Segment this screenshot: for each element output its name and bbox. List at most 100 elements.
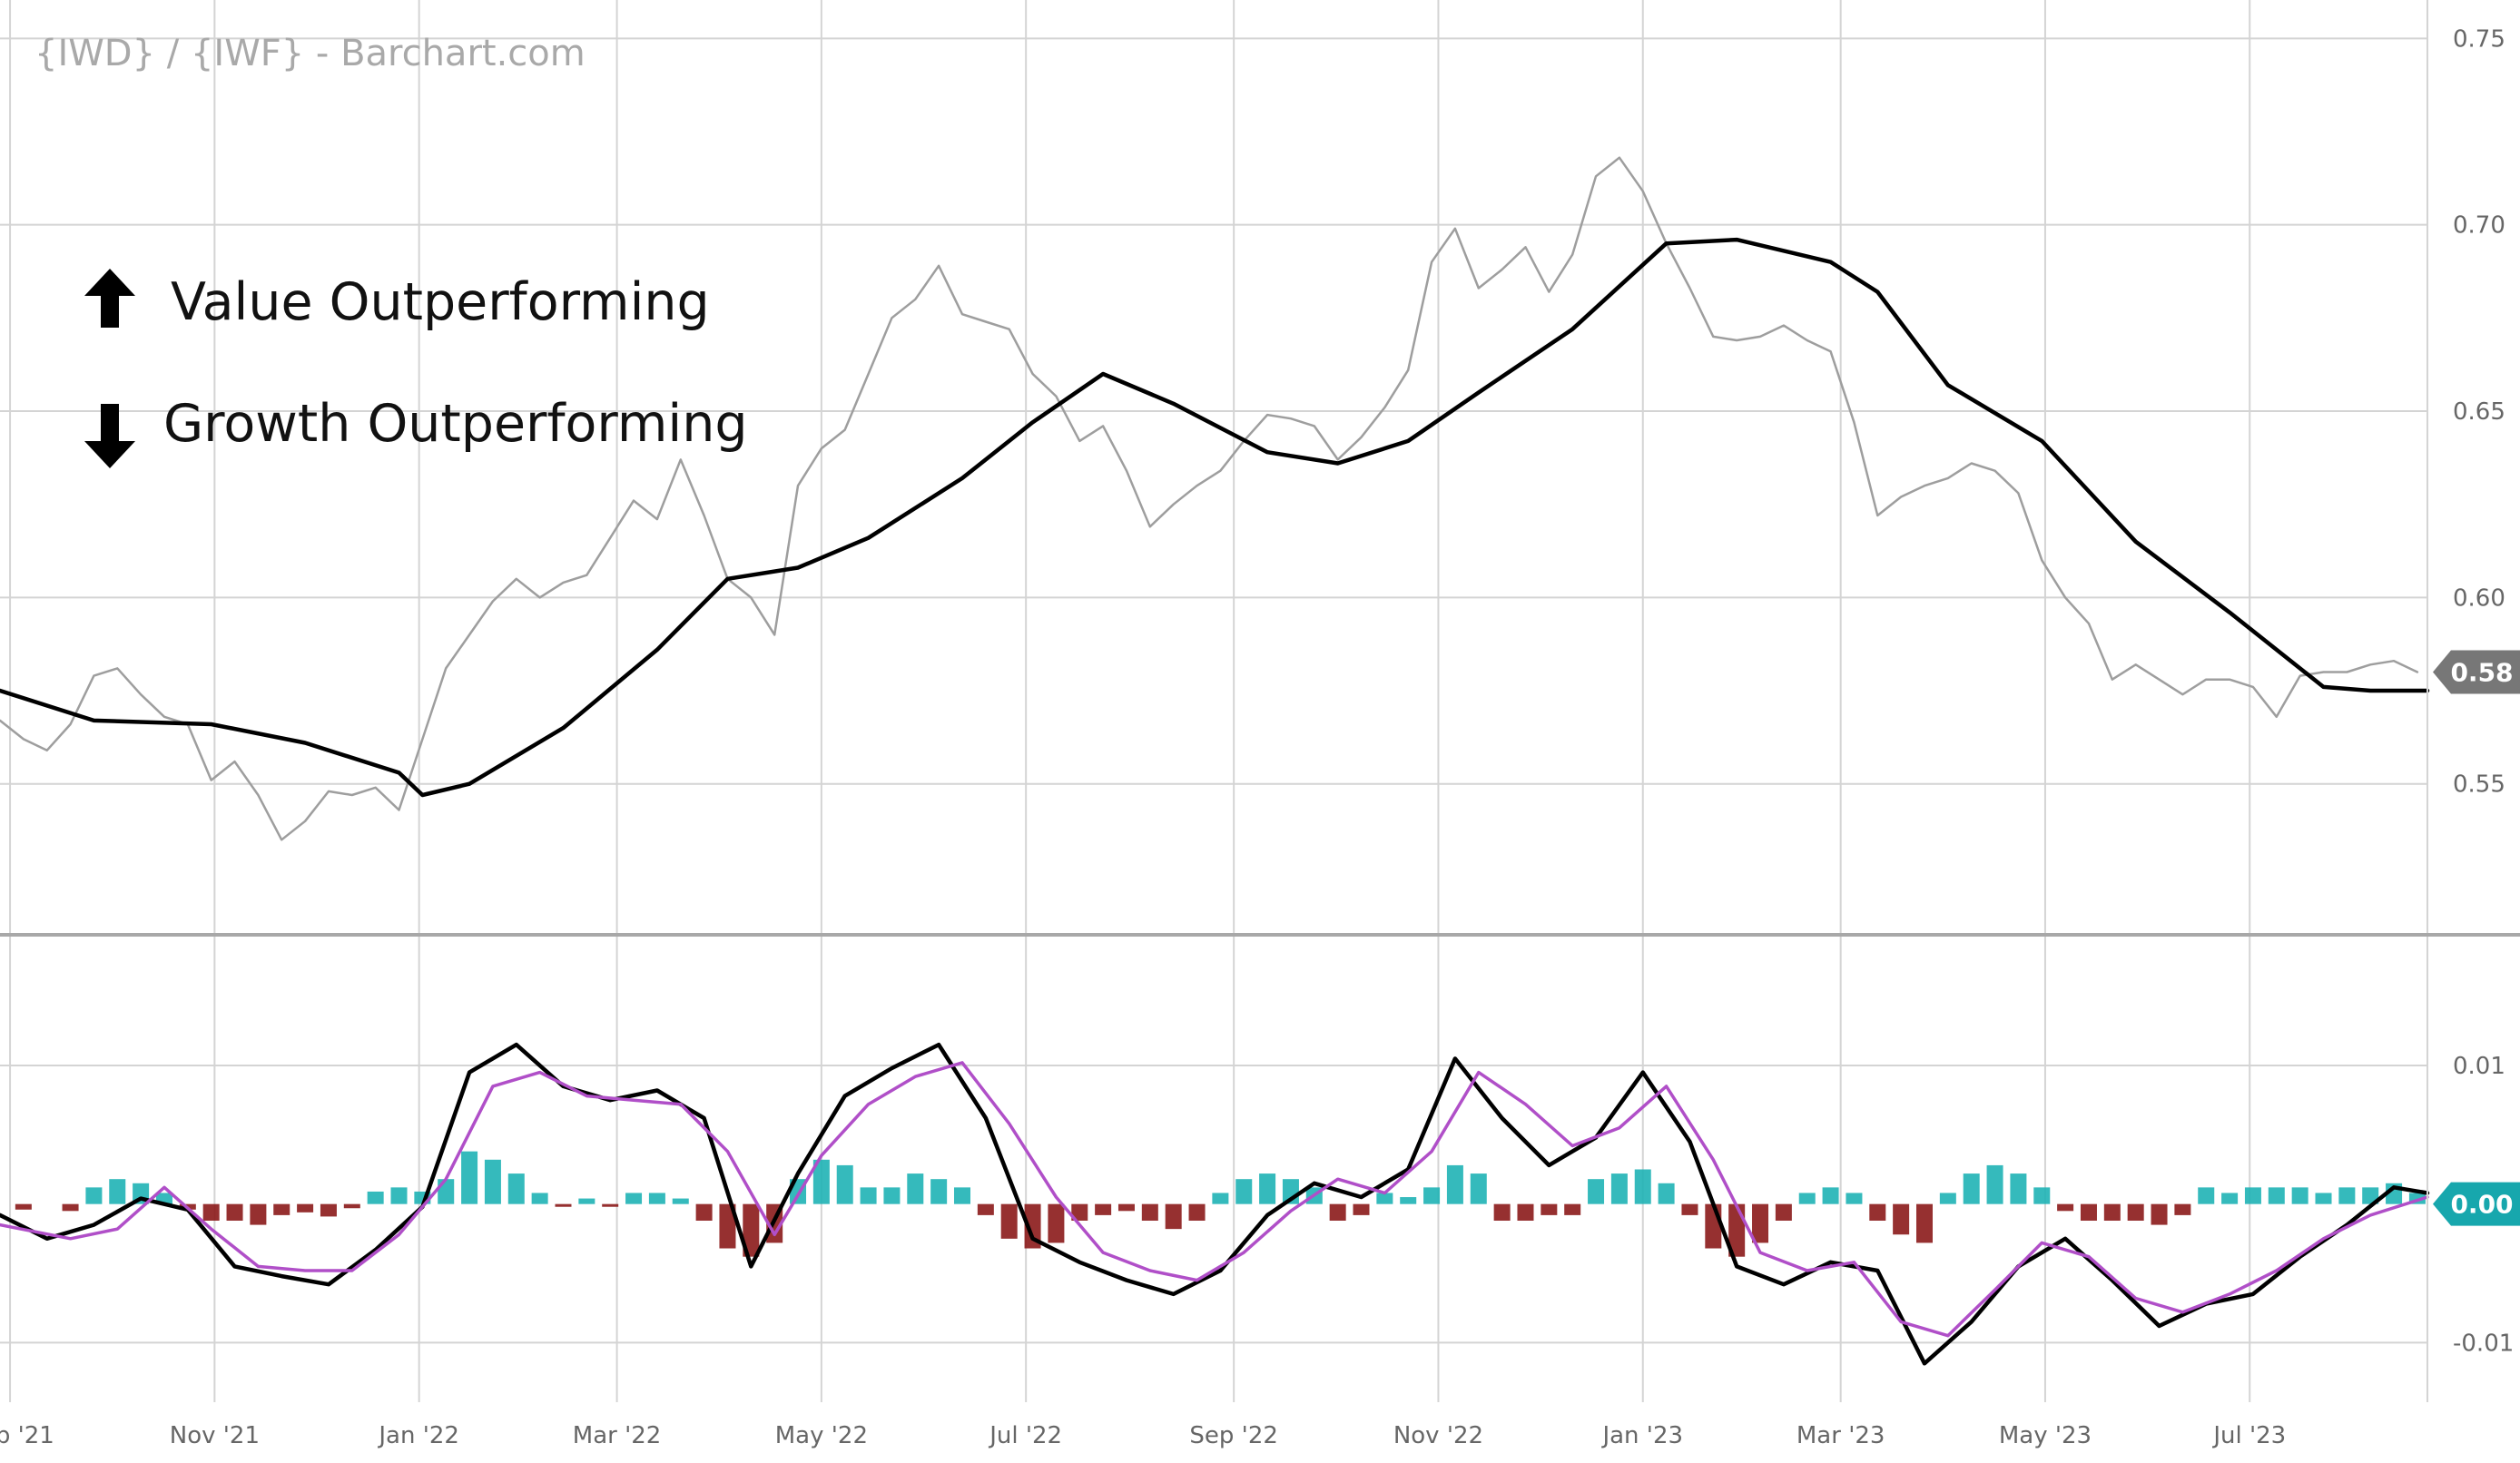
grid (0, 0, 2427, 1402)
histogram-bar-negative (2103, 1203, 2121, 1221)
histogram-bar-negative (1071, 1203, 1088, 1221)
histogram-bar-positive (625, 1193, 643, 1204)
y-tick-label-upper: 0.55 (2453, 771, 2505, 799)
histogram-bar-positive (1658, 1183, 1675, 1204)
histogram-bar-negative (1117, 1203, 1135, 1212)
histogram-bar-negative (1353, 1203, 1370, 1215)
histogram-bar-positive (812, 1159, 830, 1204)
histogram-bar-negative (250, 1203, 267, 1225)
histogram-bar-positive (390, 1187, 408, 1204)
series-ratio (0, 156, 2419, 841)
histogram-bar-positive (578, 1198, 596, 1204)
histogram-bar-negative (273, 1203, 290, 1215)
histogram-bar-positive (883, 1187, 901, 1204)
last-value-badge (2433, 650, 2520, 694)
histogram-bar-negative (1493, 1203, 1511, 1221)
histogram-bar-positive (367, 1191, 384, 1204)
histogram-bar-negative (1915, 1203, 1933, 1243)
histogram-bar-positive (1634, 1169, 1651, 1204)
histogram-bar-negative (2080, 1203, 2097, 1221)
histogram-bar-positive (2033, 1187, 2051, 1204)
histogram-bar-negative (1893, 1203, 1910, 1235)
histogram-bar-negative (1705, 1203, 1722, 1249)
histogram-bar-positive (2315, 1193, 2332, 1204)
histogram-bar-negative (1517, 1203, 1534, 1221)
histogram-bar-negative (343, 1203, 360, 1209)
histogram-bar-negative (1869, 1203, 1886, 1221)
series-signal (0, 1061, 2429, 1338)
x-tick-label: Nov '22 (1393, 1422, 1483, 1449)
histogram-bar-positive (2362, 1187, 2379, 1204)
histogram-bar-positive (2268, 1187, 2285, 1204)
histogram-bar-negative (2057, 1203, 2074, 1212)
histogram-bar-negative (2151, 1203, 2168, 1225)
histogram-bar-negative (15, 1203, 32, 1210)
zero-value-badge (2433, 1182, 2520, 1226)
legend-value-label: Value Outperforming (171, 272, 710, 332)
histogram-bar-positive (907, 1173, 924, 1204)
histogram-bar-positive (672, 1198, 689, 1204)
y-tick-label-upper: 0.60 (2453, 584, 2505, 612)
histogram-bar-negative (1165, 1203, 1182, 1230)
histogram-bar-positive (648, 1193, 665, 1204)
histogram-bar-positive (1470, 1173, 1487, 1204)
y-tick-label-lower: -0.01 (2453, 1330, 2514, 1357)
y-tick-label-upper: 0.70 (2453, 212, 2505, 240)
last-value-label: 0.58 (2450, 658, 2513, 688)
histogram-bar-positive (2010, 1173, 2027, 1204)
histogram-bar-negative (1048, 1203, 1065, 1243)
histogram-bar-positive (1259, 1173, 1276, 1204)
series-ma (0, 237, 2430, 798)
histogram-bar-negative (695, 1203, 713, 1221)
y-tick-label-lower: 0.01 (2453, 1053, 2505, 1080)
series-macd (0, 1042, 2430, 1366)
histogram-bar-positive (1798, 1193, 1816, 1204)
histogram-bar-positive (1235, 1179, 1253, 1204)
x-tick-label: Jul '22 (988, 1422, 1062, 1449)
zero-value-label: 0.00 (2450, 1190, 2513, 1220)
histogram-bar-positive (507, 1173, 525, 1204)
histogram-bar-positive (2221, 1193, 2239, 1204)
histogram-bar-positive (1400, 1197, 1417, 1204)
histogram-bar-positive (1610, 1173, 1628, 1204)
histogram-bar-positive (860, 1187, 877, 1204)
x-tick-label: Sep '22 (1189, 1422, 1278, 1449)
histogram-bar-negative (1775, 1203, 1792, 1221)
x-tick-label: Jul '23 (2211, 1422, 2286, 1449)
histogram-bar-negative (2127, 1203, 2144, 1221)
histogram-bar-positive (2244, 1187, 2261, 1204)
histogram-bar-negative (719, 1203, 736, 1249)
histogram-bar-negative (1188, 1203, 1206, 1221)
x-tick-label: Nov '21 (170, 1422, 260, 1449)
histogram-bar-positive (836, 1164, 853, 1204)
histogram-bar-negative (1000, 1203, 1018, 1239)
histogram-bar-positive (2291, 1187, 2308, 1204)
histogram-bar-positive (1588, 1179, 1605, 1204)
x-tick-label: Jan '22 (377, 1422, 459, 1449)
histogram-bar-positive (2338, 1187, 2356, 1204)
histogram-bar-positive (953, 1187, 970, 1204)
y-tick-label-upper: 0.65 (2453, 398, 2505, 426)
x-tick-label: May '23 (1999, 1422, 2092, 1449)
legend-growth-label: Growth Outperforming (163, 394, 748, 454)
histogram-bar-negative (1095, 1203, 1112, 1215)
histogram-bar-negative (1329, 1203, 1346, 1221)
x-tick-label: May '22 (775, 1422, 868, 1449)
histogram-bar-negative (1564, 1203, 1581, 1215)
histogram-bar-negative (1681, 1203, 1698, 1215)
histogram-bar-negative (602, 1203, 619, 1207)
histogram-bar-positive (1446, 1164, 1463, 1204)
histogram-bar-positive (531, 1193, 548, 1204)
value-badges: 0.58 0.00 (2433, 650, 2520, 1226)
histogram-bar-positive (1822, 1187, 1839, 1204)
histogram-bar-negative (1541, 1203, 1558, 1215)
histogram-bar-positive (484, 1159, 501, 1204)
y-tick-label-upper: 0.75 (2453, 25, 2505, 53)
histogram-bar-positive (1939, 1193, 1956, 1204)
arrow-up-icon (84, 269, 135, 328)
x-tick-label: Mar '23 (1796, 1422, 1885, 1449)
histogram-bar-positive (85, 1187, 103, 1204)
histogram-bar-negative (297, 1203, 314, 1213)
